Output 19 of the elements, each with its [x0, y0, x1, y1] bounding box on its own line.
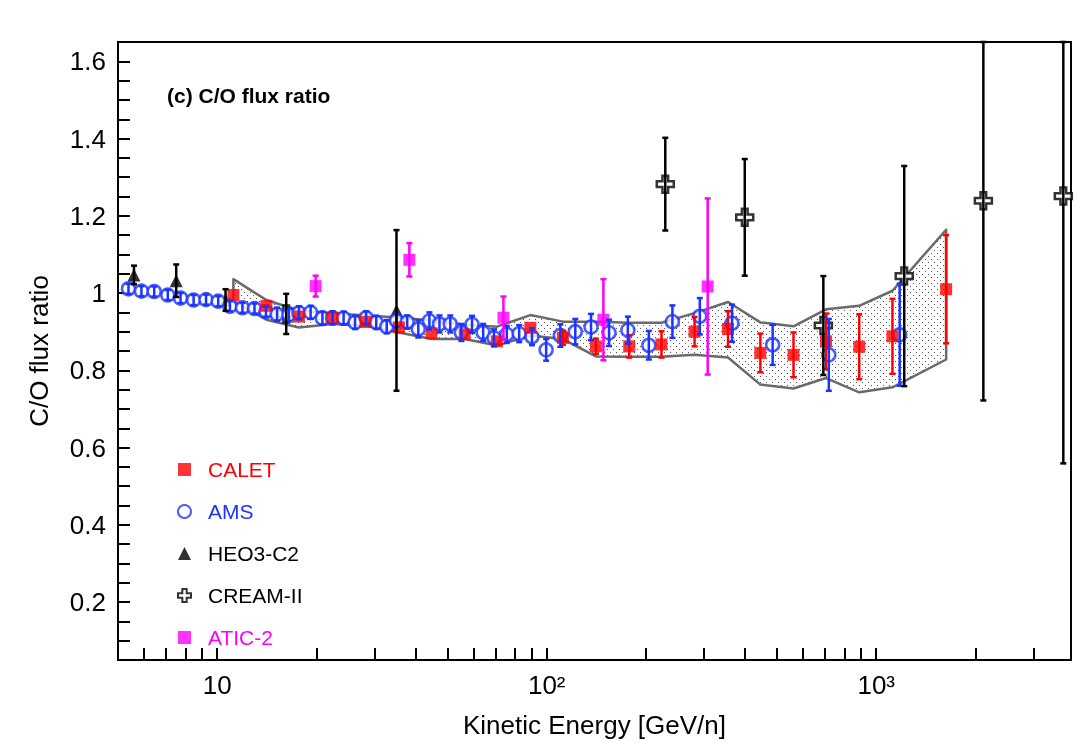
- y-axis-title: C/O flux ratio: [24, 275, 54, 427]
- y-tick-label: 0.8: [69, 355, 106, 386]
- x-tick-label: 10³: [857, 670, 896, 700]
- y-tick-label: 1.2: [69, 200, 106, 231]
- text: (c) C/O flux ratio: [167, 84, 331, 107]
- legend-label: AMS: [208, 500, 254, 523]
- y-tick-label: 1.6: [69, 46, 106, 77]
- x-tick-label: 10: [202, 670, 232, 700]
- y-tick-label: 1: [91, 278, 106, 309]
- y-tick-label: 0.4: [69, 509, 106, 540]
- legend-label: CREAM-II: [208, 584, 303, 607]
- x-axis-title: Kinetic Energy [GeV/n]: [462, 710, 727, 740]
- legend-label: HEO3-C2: [208, 542, 300, 565]
- y-tick-label: 1.4: [69, 123, 106, 154]
- legend-label: CALET: [208, 458, 276, 481]
- legend-label: ATIC-2: [208, 626, 273, 649]
- y-tick-label: 0.2: [69, 587, 106, 618]
- y-tick-label: 0.6: [69, 432, 106, 463]
- x-tick-label: 10²: [527, 670, 566, 700]
